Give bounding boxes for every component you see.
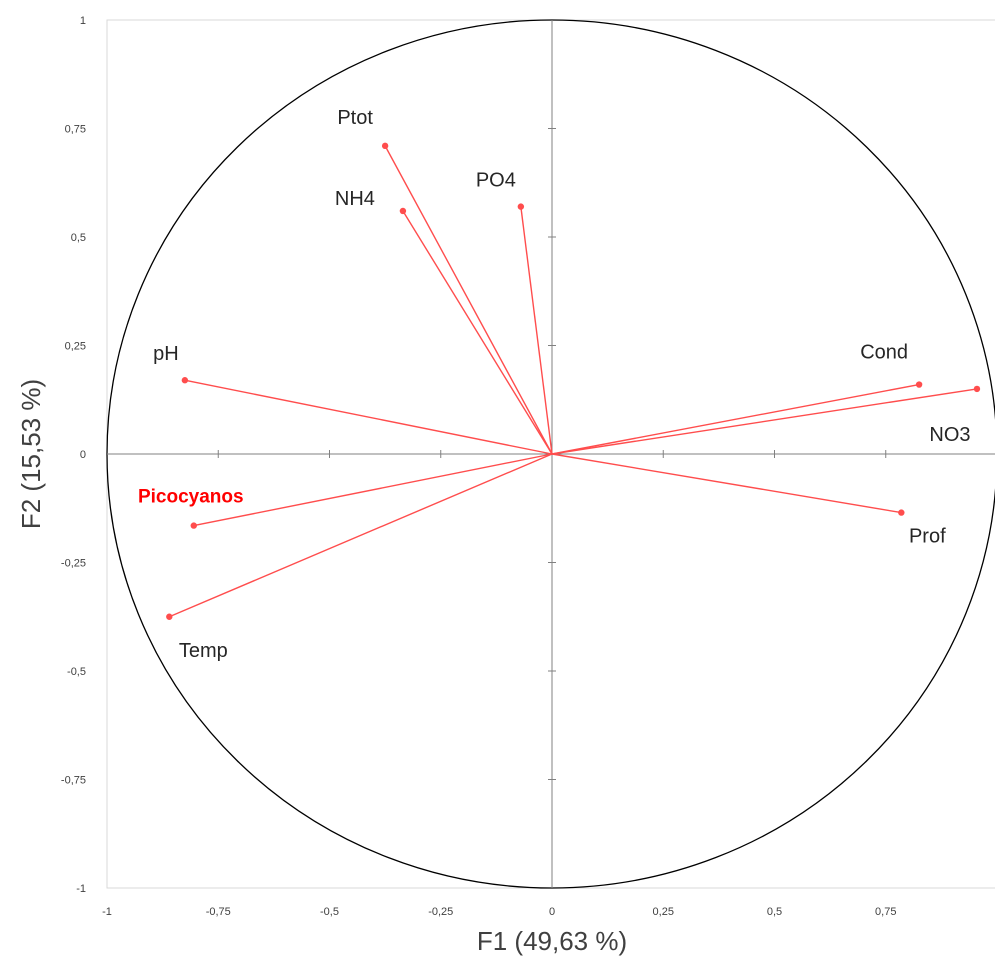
- variable-label: pH: [153, 343, 179, 365]
- vector-line: [551, 383, 920, 455]
- x-tick-label: 0,25: [653, 906, 674, 918]
- variable-labels: Ptot NH4 PO4 pH Cond NO3 Prof Picocyanos Temp: [138, 107, 971, 662]
- variable-label: NH4: [335, 188, 375, 210]
- vector-point: [181, 377, 189, 384]
- variable-label: Temp: [179, 640, 228, 662]
- vector-point: [166, 613, 173, 620]
- variable-label: Cond: [860, 342, 908, 364]
- x-tick-label: -1: [102, 906, 112, 918]
- vector-point: [381, 142, 389, 150]
- vector-line: [551, 388, 978, 455]
- vector-point: [517, 203, 525, 210]
- vector-line: [551, 453, 902, 514]
- vector-point: [973, 385, 981, 393]
- y-tick-label: -0,25: [61, 558, 86, 570]
- variable-label: Prof: [909, 526, 946, 548]
- variable-label: Picocyanos: [138, 487, 244, 508]
- variable-vectors: [166, 142, 981, 620]
- x-tick-label: 0,5: [767, 906, 782, 918]
- y-tick-label: 0,75: [65, 124, 86, 136]
- y-tick-label: 0: [80, 449, 86, 461]
- y-tick-label: -1: [76, 883, 86, 895]
- vector-line: [184, 379, 553, 455]
- vector-line: [520, 206, 553, 455]
- vector-point: [190, 522, 197, 529]
- y-tick-label: -0,5: [67, 666, 86, 678]
- vector-line: [402, 210, 553, 455]
- x-tick-label: -0,5: [320, 906, 339, 918]
- vector-point: [915, 381, 923, 388]
- vector-line: [169, 453, 553, 618]
- x-tick-label: -0,75: [206, 906, 231, 918]
- axis-ticks: -1 -0,75 -0,5 -0,25 0 0,25 0,5 0,75 1 0,75 0,5 0,25…: [61, 15, 897, 918]
- variable-label: PO4: [476, 170, 516, 192]
- y-axis-title: F2 (15,53 %): [16, 379, 46, 529]
- variable-label: Ptot: [337, 107, 373, 129]
- x-tick-label: 0: [549, 906, 555, 918]
- x-axis-title: F1 (49,63 %): [477, 926, 627, 956]
- y-tick-label: 0,5: [71, 232, 86, 244]
- variable-label: NO3: [929, 424, 970, 446]
- vector-line: [193, 453, 553, 527]
- x-tick-label: -0,25: [428, 906, 453, 918]
- vector-line: [384, 145, 553, 455]
- y-tick-label: -0,75: [61, 775, 86, 787]
- y-tick-label: 0,25: [65, 341, 86, 353]
- vector-point: [399, 207, 407, 215]
- vector-point: [898, 509, 905, 516]
- y-tick-label: 1: [80, 15, 86, 27]
- x-tick-label: 0,75: [875, 906, 896, 918]
